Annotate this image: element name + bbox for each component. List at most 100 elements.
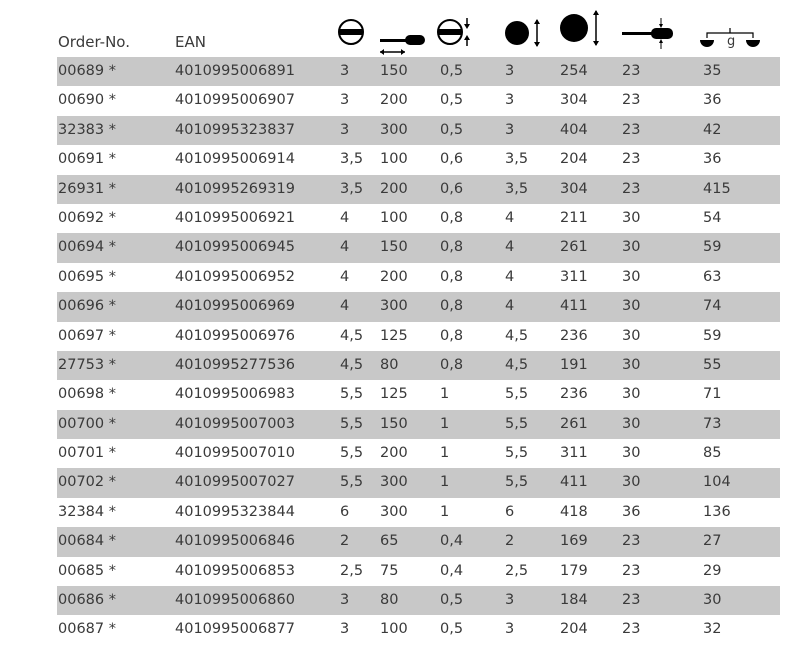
cell-shaft-diameter: 36 (622, 503, 641, 520)
cell-blade-length: 100 (380, 151, 408, 168)
cell-blade-thickness: 1 (440, 503, 450, 520)
cell-total-length: 191 (560, 356, 588, 373)
cell-total-length: 204 (560, 151, 588, 168)
cell-weight: 63 (703, 268, 722, 285)
cell-weight: 54 (703, 209, 722, 226)
cell-shaft-diameter: 30 (622, 298, 641, 315)
cell-shaft-diameter: 23 (622, 121, 641, 138)
cell-order-no: 00690 * (58, 92, 116, 109)
spec-table: Order-No. EAN g 00689 * 4010995006891 3 150… (57, 0, 780, 645)
cell-ean: 4010995006853 (175, 562, 295, 579)
cell-order-no: 27753 * (58, 356, 116, 373)
cell-total-length: 236 (560, 386, 588, 403)
table-row: 32383 * 4010995323837 3 300 0,5 3 404 23 42 (57, 115, 780, 146)
cell-order-no: 00692 * (58, 209, 116, 226)
cell-total-length: 261 (560, 239, 588, 256)
cell-weight: 85 (703, 445, 722, 462)
cell-total-length: 304 (560, 180, 588, 197)
cell-weight: 136 (703, 503, 731, 520)
cell-blade-length: 300 (380, 503, 408, 520)
cell-slot-width: 2,5 (340, 562, 364, 579)
cell-ean: 4010995006914 (175, 151, 295, 168)
cell-slot-width: 5,5 (340, 386, 364, 403)
cell-order-no: 26931 * (58, 180, 116, 197)
cell-blade-length: 125 (380, 327, 408, 344)
cell-slot-width: 3,5 (340, 151, 364, 168)
cell-blade-length: 300 (380, 474, 408, 491)
cell-ean: 4010995323844 (175, 503, 295, 520)
blade-length-icon (380, 35, 425, 55)
cell-handle-diameter: 4,5 (505, 356, 529, 373)
cell-total-length: 169 (560, 533, 588, 550)
header-order-no: Order-No. (58, 33, 130, 51)
table-row: 00692 * 4010995006921 4 100 0,8 4 211 30 54 (57, 204, 780, 233)
cell-weight: 32 (703, 621, 722, 638)
cell-handle-diameter: 4 (505, 239, 515, 256)
cell-weight: 29 (703, 562, 722, 579)
cell-blade-thickness: 1 (440, 474, 450, 491)
table-row: 00685 * 4010995006853 2,5 75 0,4 2,5 179 23 29 (57, 557, 780, 586)
cell-handle-diameter: 3,5 (505, 180, 529, 197)
table-row: 00694 * 4010995006945 4 150 0,8 4 261 30 59 (57, 233, 780, 263)
cell-shaft-diameter: 30 (622, 474, 641, 491)
cell-blade-length: 200 (380, 180, 408, 197)
table-row: 27753 * 4010995277536 4,5 80 0,8 4,5 191 30 55 (57, 350, 780, 381)
cell-shaft-diameter: 30 (622, 386, 641, 403)
cell-blade-thickness: 0,8 (440, 298, 464, 315)
cell-ean: 4010995006891 (175, 63, 295, 79)
cell-handle-diameter: 4 (505, 298, 515, 315)
cell-shaft-diameter: 30 (622, 239, 641, 256)
cell-slot-width: 6 (340, 503, 350, 520)
cell-blade-length: 150 (380, 63, 408, 79)
cell-order-no: 00691 * (58, 151, 116, 168)
cell-total-length: 404 (560, 121, 588, 138)
cell-total-length: 254 (560, 63, 588, 79)
cell-shaft-diameter: 30 (622, 327, 641, 344)
cell-blade-length: 75 (380, 562, 399, 579)
cell-blade-thickness: 0,8 (440, 327, 464, 344)
cell-order-no: 00684 * (58, 533, 116, 550)
cell-handle-diameter: 2 (505, 533, 515, 550)
cell-weight: 30 (703, 592, 722, 609)
cell-order-no: 00701 * (58, 445, 116, 462)
cell-blade-thickness: 0,5 (440, 63, 464, 79)
shaft-diameter-icon (622, 18, 673, 49)
cell-total-length: 411 (560, 298, 588, 315)
cell-blade-thickness: 1 (440, 386, 450, 403)
cell-shaft-diameter: 30 (622, 415, 641, 432)
cell-shaft-diameter: 23 (622, 151, 641, 168)
cell-blade-thickness: 0,5 (440, 592, 464, 609)
cell-blade-thickness: 0,6 (440, 180, 464, 197)
cell-slot-width: 4 (340, 239, 350, 256)
cell-ean: 4010995277536 (175, 356, 295, 373)
cell-ean: 4010995006945 (175, 239, 295, 256)
table-row: 00697 * 4010995006976 4,5 125 0,8 4,5 236 30 59 (57, 322, 780, 351)
cell-slot-width: 4,5 (340, 327, 364, 344)
cell-weight: 59 (703, 239, 722, 256)
cell-total-length: 261 (560, 415, 588, 432)
table-row: 00690 * 4010995006907 3 200 0,5 3 304 23 36 (57, 86, 780, 115)
cell-shaft-diameter: 30 (622, 356, 641, 373)
cell-slot-width: 5,5 (340, 474, 364, 491)
cell-total-length: 411 (560, 474, 588, 491)
table-row: 00695 * 4010995006952 4 200 0,8 4 311 30 63 (57, 263, 780, 292)
cell-ean: 4010995007027 (175, 474, 295, 491)
cell-blade-thickness: 0,5 (440, 92, 464, 109)
total-length-icon (560, 10, 599, 46)
cell-blade-length: 150 (380, 415, 408, 432)
table-row: 00687 * 4010995006877 3 100 0,5 3 204 23 32 (57, 615, 780, 644)
cell-slot-width: 4 (340, 209, 350, 226)
cell-total-length: 211 (560, 209, 588, 226)
cell-blade-thickness: 1 (440, 415, 450, 432)
cell-weight: 35 (703, 63, 722, 79)
cell-handle-diameter: 5,5 (505, 415, 529, 432)
cell-blade-length: 200 (380, 268, 408, 285)
cell-handle-diameter: 2,5 (505, 562, 529, 579)
cell-order-no: 00689 * (58, 63, 116, 79)
cell-handle-diameter: 5,5 (505, 445, 529, 462)
cell-ean: 4010995006952 (175, 268, 295, 285)
cell-handle-diameter: 3 (505, 92, 515, 109)
cell-ean: 4010995007010 (175, 445, 295, 462)
cell-ean: 4010995006921 (175, 209, 295, 226)
cell-handle-diameter: 5,5 (505, 386, 529, 403)
